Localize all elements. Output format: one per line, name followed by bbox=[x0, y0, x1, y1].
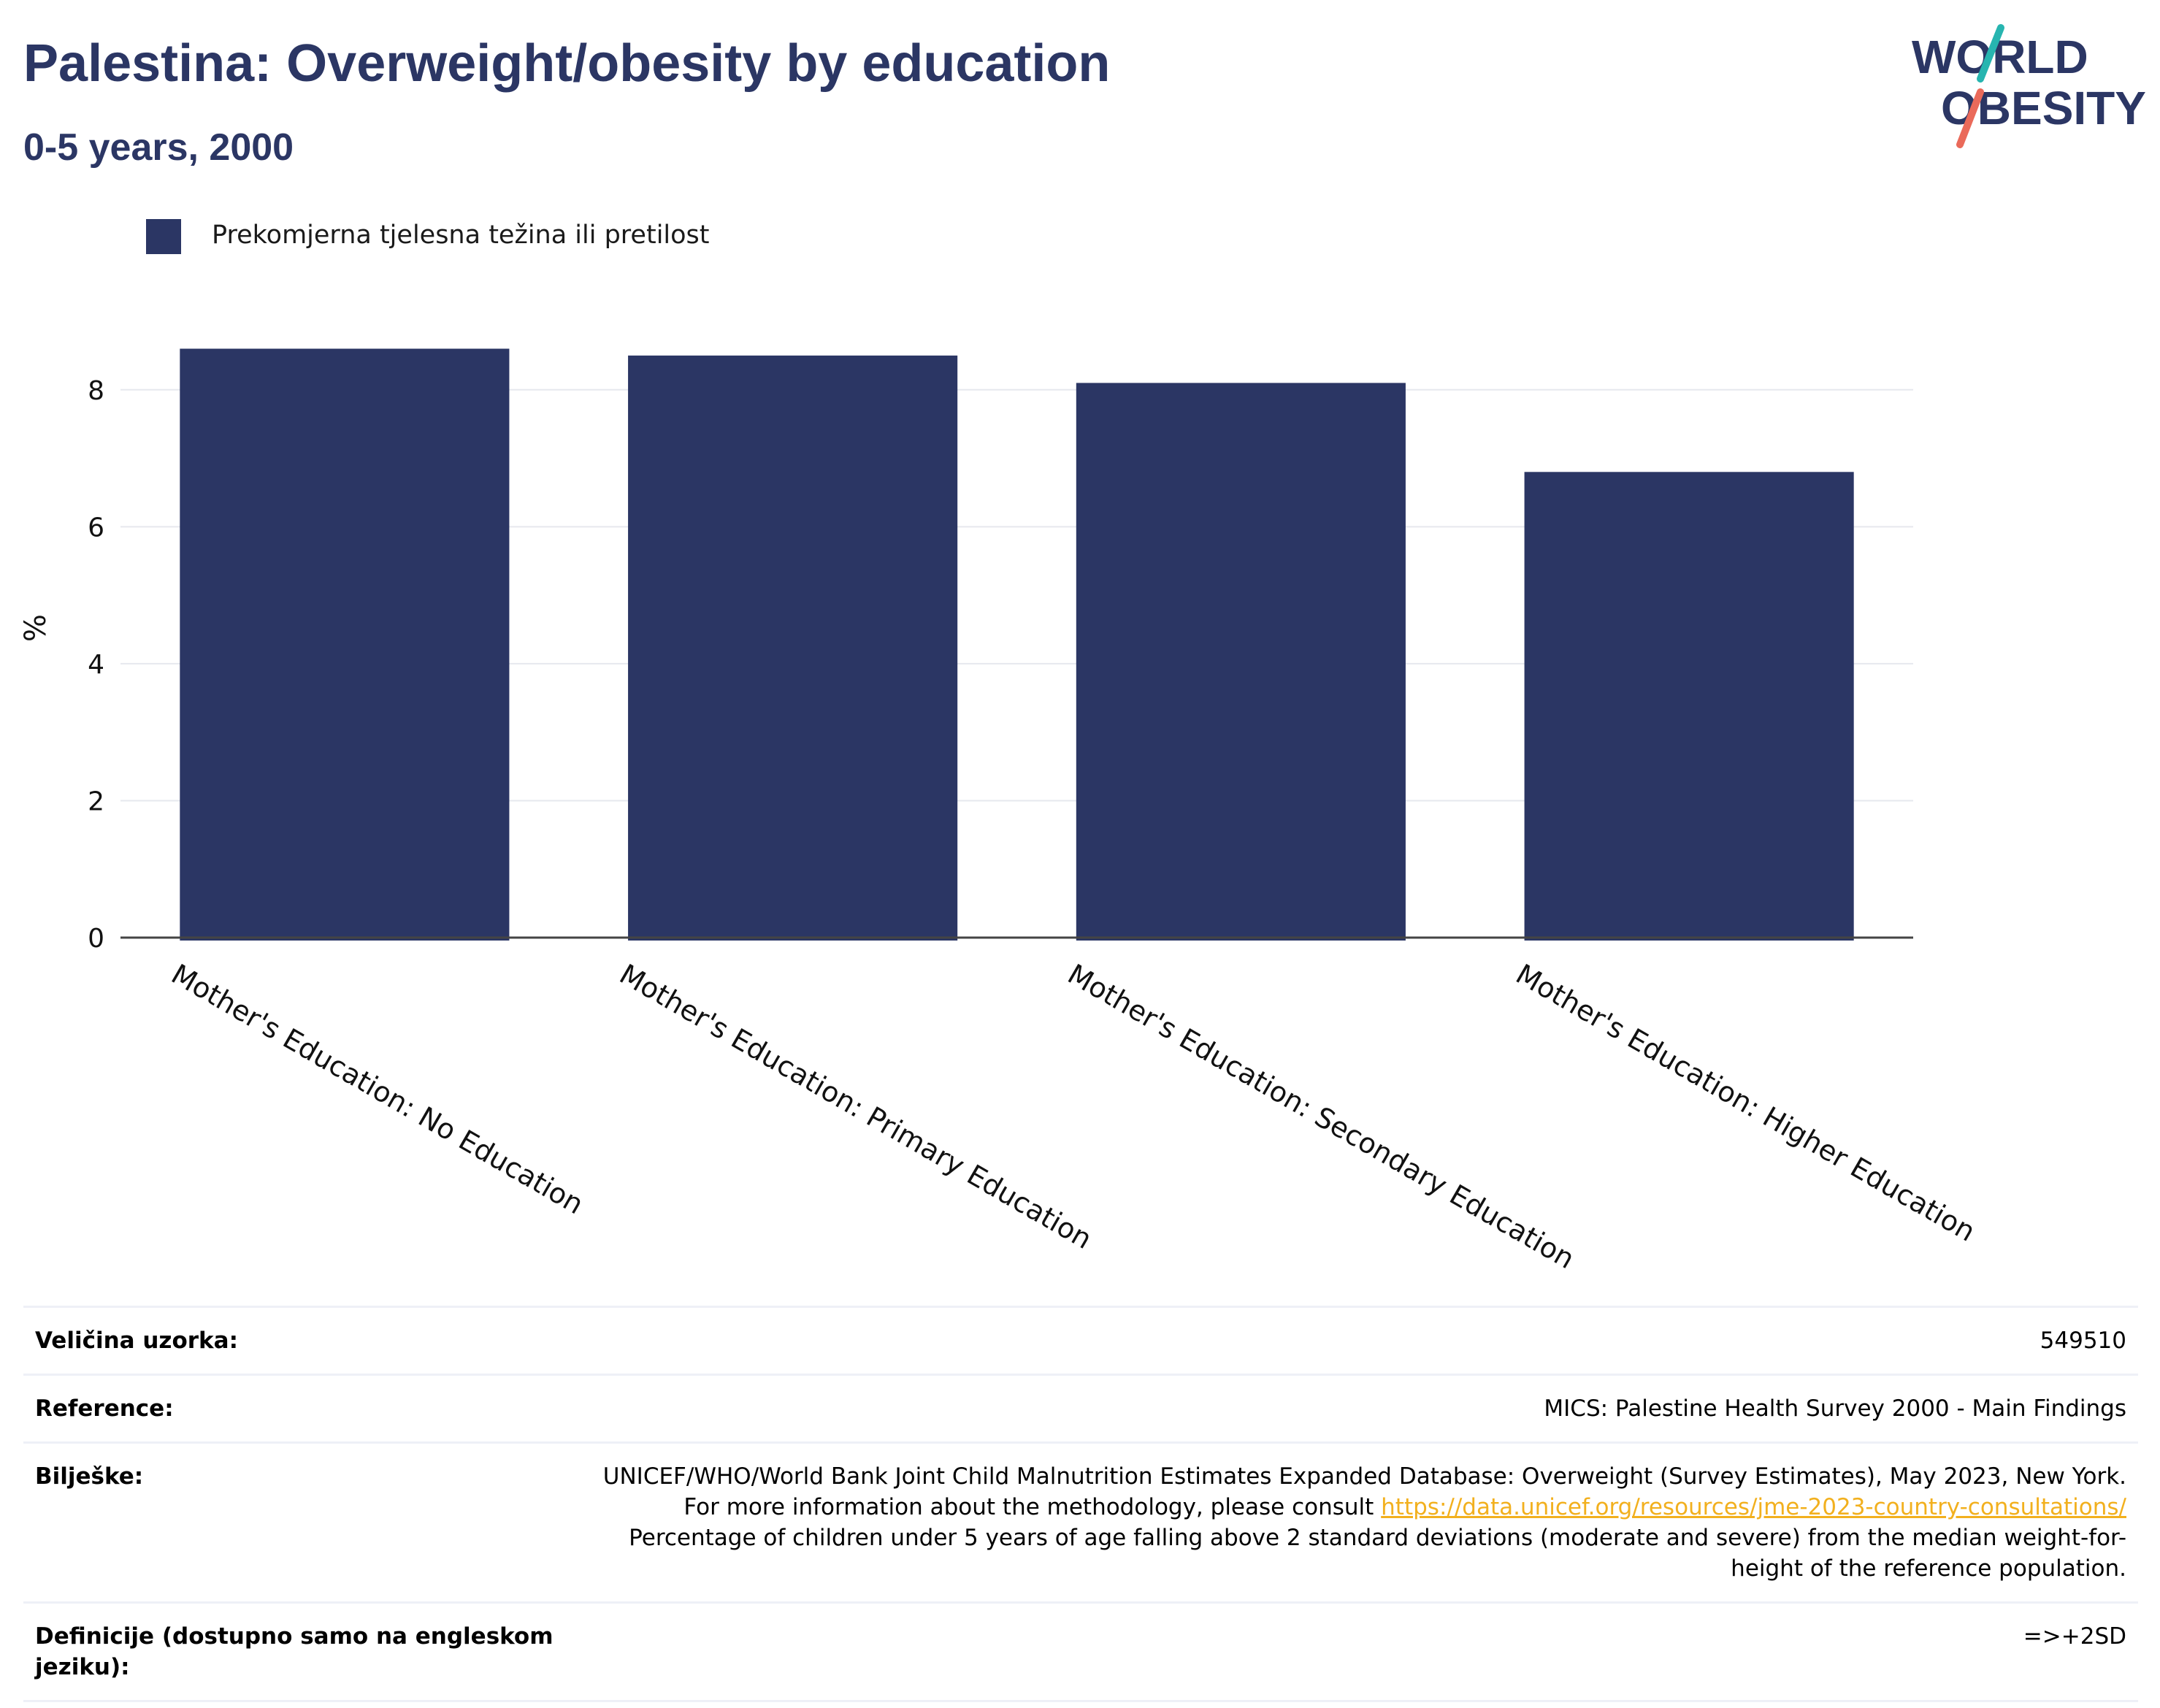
info-table: Veličina uzorka: 549510 Reference: MICS:… bbox=[23, 1306, 2138, 1702]
x-tick-label: Mother's Education: Secondary Education bbox=[1062, 958, 1580, 1271]
sample-size-label: Veličina uzorka: bbox=[35, 1328, 238, 1354]
y-tick-label: 0 bbox=[88, 924, 104, 954]
legend-swatch bbox=[146, 219, 181, 254]
notes-text-2: Percentage of children under 5 years of … bbox=[629, 1525, 2126, 1582]
notes-link[interactable]: https://data.unicef.org/resources/jme-20… bbox=[1381, 1494, 2126, 1520]
notes-value: UNICEF/WHO/World Bank Joint Child Malnut… bbox=[572, 1443, 2138, 1603]
logo-slash-teal bbox=[1977, 24, 2004, 83]
bar[interactable] bbox=[628, 355, 958, 941]
bar[interactable] bbox=[1076, 383, 1406, 941]
notes-text-1: UNICEF/WHO/World Bank Joint Child Malnut… bbox=[602, 1463, 2126, 1520]
bars-layer bbox=[180, 348, 1854, 941]
info-row-reference: Reference: MICS: Palestine Health Survey… bbox=[23, 1374, 2138, 1443]
bar[interactable] bbox=[1524, 472, 1854, 941]
y-tick-label: 6 bbox=[88, 513, 104, 543]
y-tick-label: 4 bbox=[88, 650, 104, 680]
info-row-definitions: Definicije (dostupno samo na engleskom j… bbox=[23, 1602, 2138, 1701]
y-tick-label: 2 bbox=[88, 786, 104, 816]
world-obesity-logo: WORLD OBESITY bbox=[1912, 24, 2146, 148]
reference-value: MICS: Palestine Health Survey 2000 - Mai… bbox=[1544, 1395, 2126, 1422]
bar[interactable] bbox=[180, 348, 510, 941]
x-tick-label: Mother's Education: Primary Education bbox=[614, 958, 1098, 1255]
reference-label: Reference: bbox=[35, 1395, 174, 1422]
info-row-sample: Veličina uzorka: 549510 bbox=[23, 1306, 2138, 1375]
x-tick-label: Mother's Education: Higher Education bbox=[1511, 958, 1981, 1248]
definitions-value: =>+2SD bbox=[2023, 1623, 2126, 1650]
x-labels-layer: Mother's Education: No Education Mother's… bbox=[166, 958, 1980, 1271]
logo-slash-coral bbox=[1956, 88, 1984, 148]
sample-size-value: 549510 bbox=[2040, 1328, 2126, 1354]
chart-title: Palestina: Overweight/obesity by educati… bbox=[23, 34, 1111, 93]
x-tick-label: Mother's Education: No Education bbox=[166, 958, 589, 1221]
legend-label: Prekomjerna tjelesna težina ili pretilos… bbox=[212, 221, 710, 250]
y-axis-label: % bbox=[19, 614, 53, 642]
notes-label: Bilješke: bbox=[35, 1463, 144, 1490]
ticks-layer: 0 2 4 6 8 bbox=[88, 376, 104, 954]
y-tick-label: 8 bbox=[88, 376, 104, 406]
chart-subtitle: 0-5 years, 2000 bbox=[23, 126, 294, 169]
info-row-notes: Bilješke: UNICEF/WHO/World Bank Joint Ch… bbox=[23, 1442, 2138, 1603]
definitions-label: Definicije (dostupno samo na engleskom j… bbox=[35, 1623, 554, 1680]
